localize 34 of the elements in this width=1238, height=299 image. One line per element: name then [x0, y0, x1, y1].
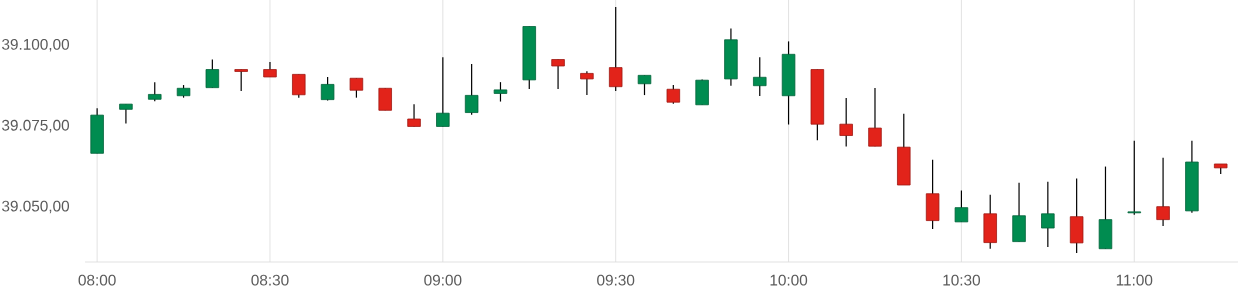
- candlestick: [148, 81, 162, 102]
- x-tick-label: 08:30: [251, 274, 289, 286]
- x-tick-label: 11:00: [1116, 274, 1153, 286]
- candlestick: [234, 68, 248, 92]
- y-tick-label: 39.100,00: [2, 38, 70, 52]
- candlestick: [119, 103, 133, 125]
- candlestick: [320, 76, 335, 102]
- y-tick-label: 39.075,00: [2, 119, 70, 133]
- x-tick-label: 10:00: [770, 274, 808, 286]
- candlestick: [1041, 181, 1055, 248]
- candlestick: [349, 77, 364, 99]
- candlestick: [407, 103, 421, 128]
- candlestick: [292, 73, 306, 99]
- candlestick: [205, 58, 220, 89]
- candlestick: [637, 74, 652, 96]
- candlestick: [580, 70, 594, 96]
- candlestick: [1156, 157, 1170, 227]
- x-tick-label: 10:30: [943, 274, 980, 286]
- candlestick: [666, 84, 681, 105]
- candlestick: [954, 189, 969, 223]
- candlestick: [839, 97, 853, 148]
- candlestick: [464, 63, 479, 116]
- candlestick: [608, 6, 623, 92]
- x-tick-label: 09:30: [597, 274, 635, 286]
- x-tick-label: 08:00: [78, 274, 116, 286]
- candlestick: [493, 81, 508, 103]
- x-tick-label: 09:00: [424, 274, 462, 286]
- candlestick: [753, 56, 767, 97]
- candlestick: [378, 87, 392, 111]
- candlestick: [551, 58, 565, 90]
- candlestick: [1127, 140, 1142, 216]
- y-tick-label: 39.050,00: [2, 200, 70, 214]
- candlestick: [436, 56, 450, 128]
- candlestick: [868, 87, 882, 147]
